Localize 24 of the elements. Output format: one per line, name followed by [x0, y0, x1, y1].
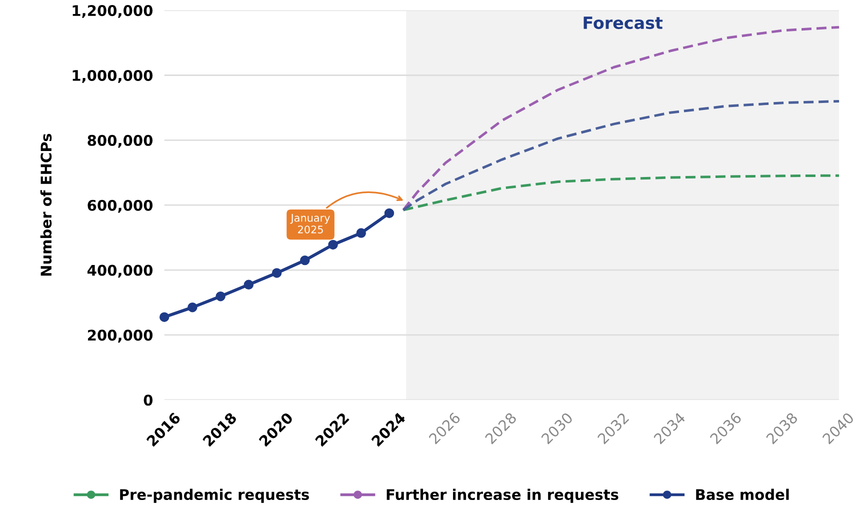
point	[244, 280, 254, 290]
legend-label: Further increase in requests	[386, 488, 618, 503]
band-label: Forecast	[584, 16, 663, 30]
legend-label: Base model	[696, 488, 789, 500]
y-tick-label: 400,000	[87, 264, 153, 278]
point	[384, 208, 394, 218]
y-tick-label: 600,000	[88, 200, 153, 213]
y-tick-label: 200,000	[88, 330, 153, 343]
y-tick-label: 1,200,000	[72, 5, 153, 18]
y-tick-label: 800,000	[88, 134, 153, 148]
point	[328, 240, 338, 250]
point	[356, 228, 366, 238]
point	[159, 312, 170, 322]
point	[216, 291, 226, 302]
point	[272, 268, 282, 278]
y-axis-title: Number of EHCPs	[40, 134, 52, 276]
legend-label: Pre-pandemic requests	[120, 488, 309, 503]
y-tick-label: 0	[144, 394, 153, 406]
point	[300, 255, 310, 266]
line-series	[402, 174, 840, 212]
y-tick-label: 1,000,000	[72, 70, 153, 83]
annotation: January 2025	[290, 214, 330, 234]
point	[188, 302, 198, 312]
line-series	[402, 100, 840, 212]
